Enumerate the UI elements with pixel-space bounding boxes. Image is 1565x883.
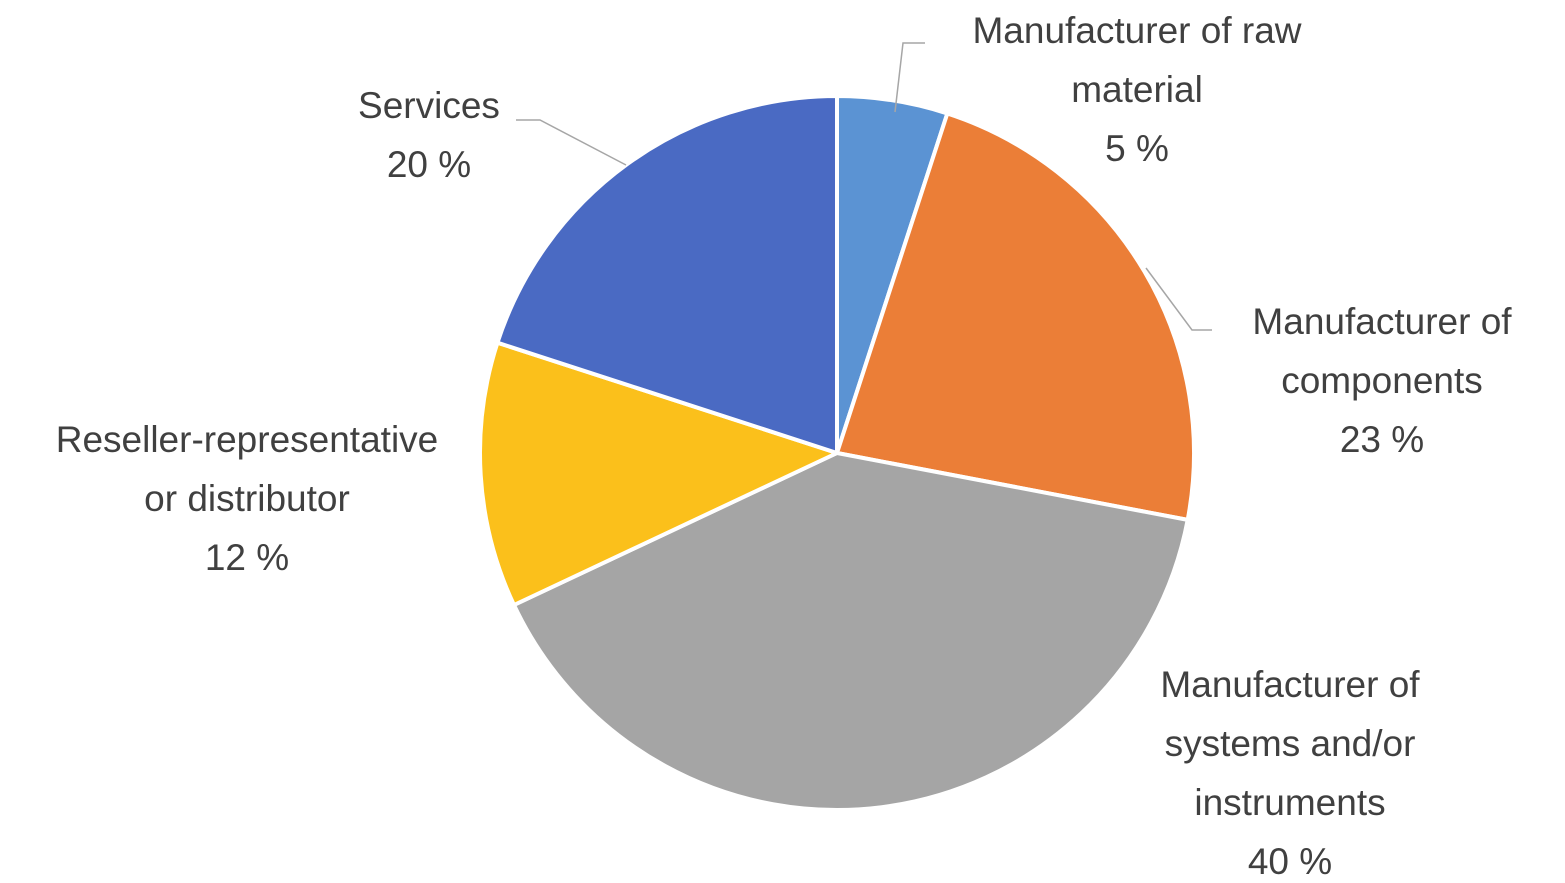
slice-category-label: systems and/or [1165, 723, 1416, 764]
slice-category-label: or distributor [144, 478, 350, 519]
pie-slice-reseller-representative-or-distributor [478, 340, 839, 607]
slice-category-label: material [1071, 69, 1203, 110]
leader-line-manufacturer-of-raw-material [894, 42, 925, 113]
slice-category-label: components [1281, 360, 1483, 401]
slice-value-label: 23 % [1340, 419, 1424, 460]
slice-category-label: instruments [1194, 782, 1385, 823]
leader-lines-layer [516, 42, 1212, 331]
slice-value-label: 12 % [205, 537, 289, 578]
leader-line-services [516, 119, 627, 166]
slice-category-label: Manufacturer of [1252, 301, 1512, 342]
slice-category-label: Manufacturer of raw [972, 10, 1301, 51]
slices-layer [478, 94, 1196, 812]
data-label-reseller-representative-or-distributor: Reseller-representative or distributor 12 … [56, 419, 439, 578]
data-label-manufacturer-of-raw-material: Manufacturer of raw material 5 % [972, 10, 1301, 169]
pie-slice-manufacturer-of-systems-and-or-instruments [511, 451, 1190, 812]
slice-category-label: Manufacturer of [1160, 664, 1420, 705]
slice-category-label: Reseller-representative [56, 419, 439, 460]
pie-slice-manufacturer-of-components [835, 111, 1196, 522]
pie-slice-services [495, 94, 839, 455]
data-label-manufacturer-of-components: Manufacturer of components 23 % [1252, 301, 1512, 460]
leader-line-manufacturer-of-components [1145, 267, 1212, 331]
data-label-manufacturer-of-systems-and-or-instruments: Manufacturer of systems and/or instruments… [1160, 664, 1420, 882]
data-label-services: Services 20 % [358, 85, 500, 185]
slice-category-label: Services [358, 85, 500, 126]
slice-value-label: 5 % [1105, 128, 1169, 169]
slice-value-label: 20 % [387, 144, 471, 185]
slice-value-label: 40 % [1248, 841, 1332, 878]
